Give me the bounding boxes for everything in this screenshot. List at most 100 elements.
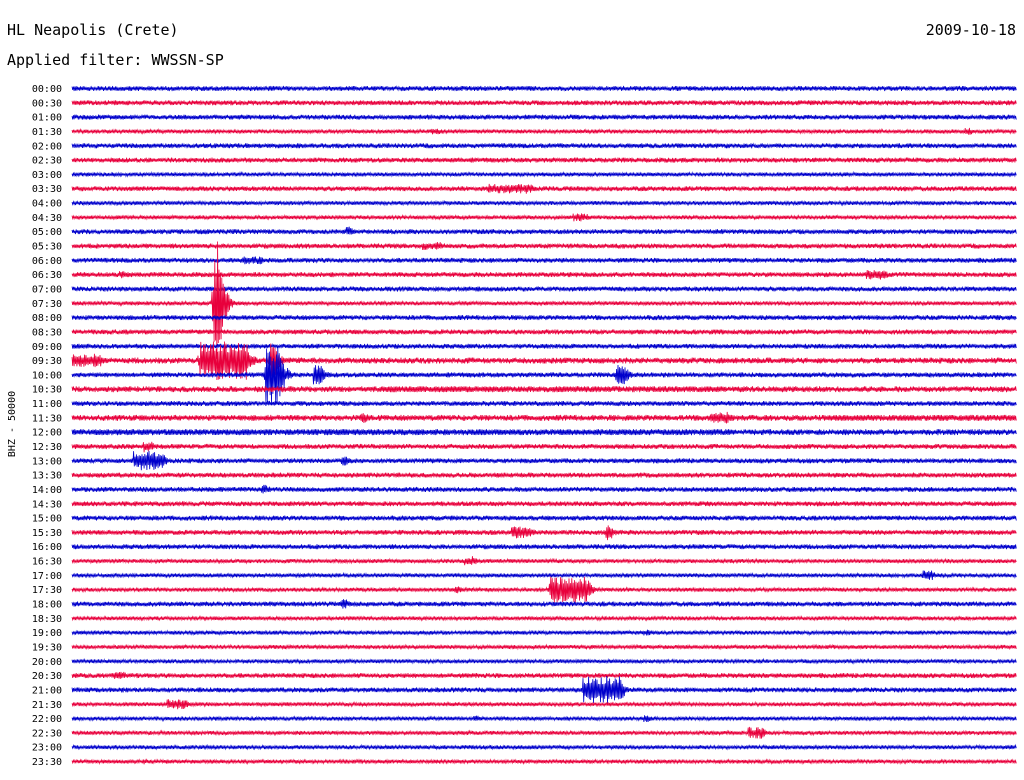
row-time-label: 17:30 <box>32 585 62 596</box>
row-time-label: 05:00 <box>32 227 62 238</box>
seismic-trace <box>71 643 1017 651</box>
row-time-label: 23:00 <box>32 743 62 754</box>
seismic-trace <box>71 570 1017 581</box>
row-time-label: 18:30 <box>32 614 62 625</box>
row-time-label: 18:00 <box>32 600 62 611</box>
row-time-label: 16:30 <box>32 557 62 568</box>
seismic-trace <box>71 441 1017 453</box>
seismic-trace <box>71 114 1017 121</box>
station-title: HL Neapolis (Crete) <box>7 21 179 39</box>
row-time-label: 00:00 <box>32 84 62 95</box>
trace-rows: 00:00 00:30 01:00 01:30 02:00 02:30 03:00 03:30… <box>32 84 1017 768</box>
row-time-label: 13:00 <box>32 456 62 467</box>
seismic-trace <box>71 484 1017 494</box>
row-time-label: 15:30 <box>32 528 62 539</box>
seismic-trace <box>71 85 1017 92</box>
seismic-trace <box>71 514 1017 522</box>
row-time-label: 20:30 <box>32 671 62 682</box>
seismic-trace <box>71 345 1017 405</box>
seismic-trace <box>71 657 1017 665</box>
row-time-label: 21:30 <box>32 700 62 711</box>
seismic-trace <box>71 226 1017 235</box>
seismic-trace <box>71 285 1017 293</box>
row-time-label: 07:00 <box>32 284 62 295</box>
row-time-label: 22:30 <box>32 728 62 739</box>
row-time-label: 11:00 <box>32 399 62 410</box>
record-date: 2009-10-18 <box>925 21 1016 39</box>
row-time-label: 08:00 <box>32 313 62 324</box>
seismic-trace <box>71 241 1017 251</box>
seismic-trace <box>71 543 1017 550</box>
row-time-label: 06:30 <box>32 270 62 281</box>
seismic-trace <box>71 241 1017 359</box>
row-time-label: 14:30 <box>32 499 62 510</box>
seismic-trace <box>71 429 1017 436</box>
seismic-trace <box>71 411 1017 424</box>
seismic-trace <box>71 183 1017 194</box>
row-time-label: 23:30 <box>32 757 62 768</box>
seismic-trace <box>71 99 1017 107</box>
row-time-label: 04:00 <box>32 199 62 210</box>
seismic-trace <box>71 629 1017 637</box>
seismic-trace <box>71 142 1017 149</box>
seismic-trace <box>71 758 1017 765</box>
row-time-label: 10:30 <box>32 385 62 396</box>
seismic-trace <box>71 127 1017 135</box>
row-time-label: 08:30 <box>32 327 62 338</box>
row-time-label: 11:30 <box>32 413 62 424</box>
seismic-trace <box>71 450 1017 471</box>
seismic-trace <box>71 699 1017 710</box>
seismic-trace <box>71 343 1017 350</box>
seismic-trace <box>71 556 1017 566</box>
row-time-label: 07:30 <box>32 299 62 310</box>
row-time-label: 09:00 <box>32 342 62 353</box>
seismic-trace <box>71 599 1017 609</box>
seismic-trace <box>71 715 1017 722</box>
row-time-label: 15:00 <box>32 514 62 525</box>
row-time-label: 01:00 <box>32 113 62 124</box>
row-time-label: 00:30 <box>32 98 62 109</box>
seismic-trace <box>71 743 1017 751</box>
seismic-trace <box>71 314 1017 321</box>
seismic-trace <box>71 256 1017 265</box>
row-time-label: 16:00 <box>32 542 62 553</box>
seismic-trace <box>71 525 1017 541</box>
seismic-trace <box>71 400 1017 407</box>
seismic-trace <box>71 726 1017 739</box>
seismic-trace <box>71 675 1017 704</box>
row-time-label: 09:30 <box>32 356 62 367</box>
seismic-trace <box>71 170 1017 178</box>
seismic-trace <box>71 156 1017 164</box>
seismic-trace <box>71 500 1017 507</box>
seismic-trace <box>71 386 1017 393</box>
row-time-label: 12:30 <box>32 442 62 453</box>
seismic-trace <box>71 269 1017 280</box>
seismic-trace <box>71 213 1017 222</box>
row-time-label: 06:00 <box>32 256 62 267</box>
row-time-label: 13:30 <box>32 471 62 482</box>
seismic-trace <box>71 671 1017 680</box>
seismic-trace <box>71 576 1017 603</box>
row-time-label: 02:00 <box>32 141 62 152</box>
seismic-trace <box>71 615 1017 622</box>
row-time-label: 03:00 <box>32 170 62 181</box>
row-time-label: 19:30 <box>32 642 62 653</box>
row-time-label: 01:30 <box>32 127 62 138</box>
seismic-trace <box>71 471 1017 479</box>
y-axis-label: BHZ - 50000 <box>7 391 18 457</box>
row-time-label: 22:00 <box>32 714 62 725</box>
seismic-trace <box>71 328 1017 336</box>
row-time-label: 05:30 <box>32 242 62 253</box>
row-time-label: 21:00 <box>32 685 62 696</box>
row-time-label: 17:00 <box>32 571 62 582</box>
row-time-label: 02:30 <box>32 156 62 167</box>
row-time-label: 20:00 <box>32 657 62 668</box>
row-time-label: 12:00 <box>32 428 62 439</box>
seismic-trace <box>71 199 1017 207</box>
row-time-label: 14:00 <box>32 485 62 496</box>
row-time-label: 10:00 <box>32 370 62 381</box>
row-time-label: 03:30 <box>32 184 62 195</box>
filter-label: Applied filter: WWSSN-SP <box>7 51 224 69</box>
row-time-label: 19:00 <box>32 628 62 639</box>
